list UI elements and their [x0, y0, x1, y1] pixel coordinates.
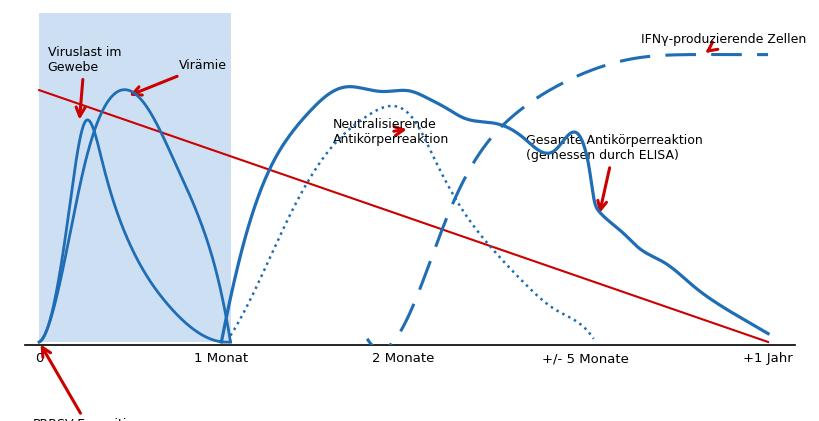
Text: Gesamte Antikörperreaktion
(gemessen durch ELISA): Gesamte Antikörperreaktion (gemessen dur…: [525, 134, 702, 210]
Text: Viruslast im
Gewebe: Viruslast im Gewebe: [48, 46, 121, 116]
Text: IFNγ-produzierende Zellen: IFNγ-produzierende Zellen: [640, 33, 806, 51]
Bar: [39, 13, 230, 342]
Text: Neutralisierende
Antikörperreaktion: Neutralisierende Antikörperreaktion: [333, 117, 449, 146]
Text: PRRSV-Exposition: PRRSV-Exposition: [32, 347, 142, 421]
Text: Virämie: Virämie: [132, 59, 227, 95]
